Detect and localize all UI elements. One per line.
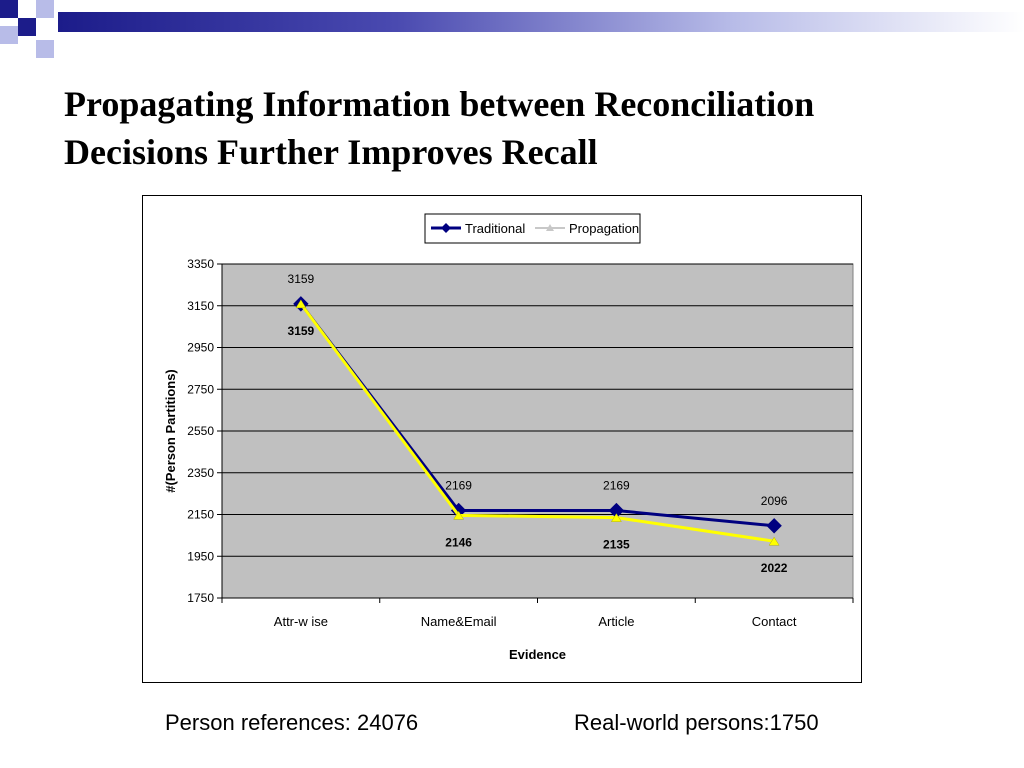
- y-tick-label: 1750: [187, 591, 214, 605]
- y-tick-label: 2350: [187, 466, 214, 480]
- slide-title-line-2: Decisions Further Improves Recall: [64, 132, 598, 172]
- x-axis-title: Evidence: [509, 647, 566, 662]
- line-chart: 1750 1950 2150 2350 2550 2750 2950 3150 3350 Attr…: [163, 213, 854, 662]
- x-tick-label: Article: [598, 614, 634, 629]
- legend-traditional-label: Traditional: [465, 221, 525, 236]
- real-world-persons-text: Real-world persons:1750: [574, 710, 819, 735]
- propagation-point: [610, 513, 622, 522]
- slide-title-line-1: Propagating Information between Reconcil…: [64, 84, 815, 124]
- y-tick-label: 3350: [187, 257, 214, 271]
- y-tick-label: 3150: [187, 299, 214, 313]
- traditional-point: [766, 518, 782, 534]
- deco-square-3: [36, 0, 54, 18]
- person-references-text: Person references: 24076: [165, 710, 419, 735]
- chart-frame: 1750 1950 2150 2350 2550 2750 2950 3150 3350 Attr…: [142, 195, 862, 683]
- propagation-data-label: 2146: [445, 535, 472, 549]
- y-tick-label: 1950: [187, 549, 214, 563]
- x-tick-label: Contact: [752, 614, 797, 629]
- traditional-data-label: 3159: [288, 272, 315, 286]
- deco-square-4: [18, 18, 36, 36]
- propagation-point: [768, 536, 780, 546]
- y-tick-label: 2750: [187, 382, 214, 396]
- x-tick-label: Name&Email: [421, 614, 497, 629]
- legend-propagation-label: Propagation: [569, 221, 639, 236]
- y-tick-label: 2950: [187, 341, 214, 355]
- propagation-data-label: 3159: [288, 324, 315, 338]
- legend-propagation-marker: [546, 224, 554, 231]
- deco-square-2: [18, 0, 36, 18]
- propagation-data-label: 2022: [761, 561, 788, 575]
- traditional-data-label: 2169: [445, 479, 472, 493]
- series-line-propagation: [299, 302, 775, 543]
- deco-square-1: [0, 0, 18, 18]
- traditional-data-label: 2169: [603, 479, 630, 493]
- slide-title: Propagating Information between Reconcil…: [64, 80, 1004, 176]
- deco-square-5: [36, 18, 54, 36]
- deco-header-bar: [58, 12, 1024, 32]
- y-tick-label: 2550: [187, 424, 214, 438]
- traditional-data-label: 2096: [761, 494, 788, 508]
- y-tick-label: 2150: [187, 508, 214, 522]
- deco-square-7: [36, 40, 54, 58]
- propagation-point: [453, 510, 465, 520]
- propagation-point: [295, 299, 307, 309]
- y-axis-title: #(Person Partitions): [163, 369, 178, 493]
- x-tick-label: Attr-w ise: [274, 614, 328, 629]
- deco-square-6: [0, 26, 18, 44]
- legend-traditional-marker: [441, 223, 451, 233]
- propagation-data-label: 2135: [603, 538, 630, 552]
